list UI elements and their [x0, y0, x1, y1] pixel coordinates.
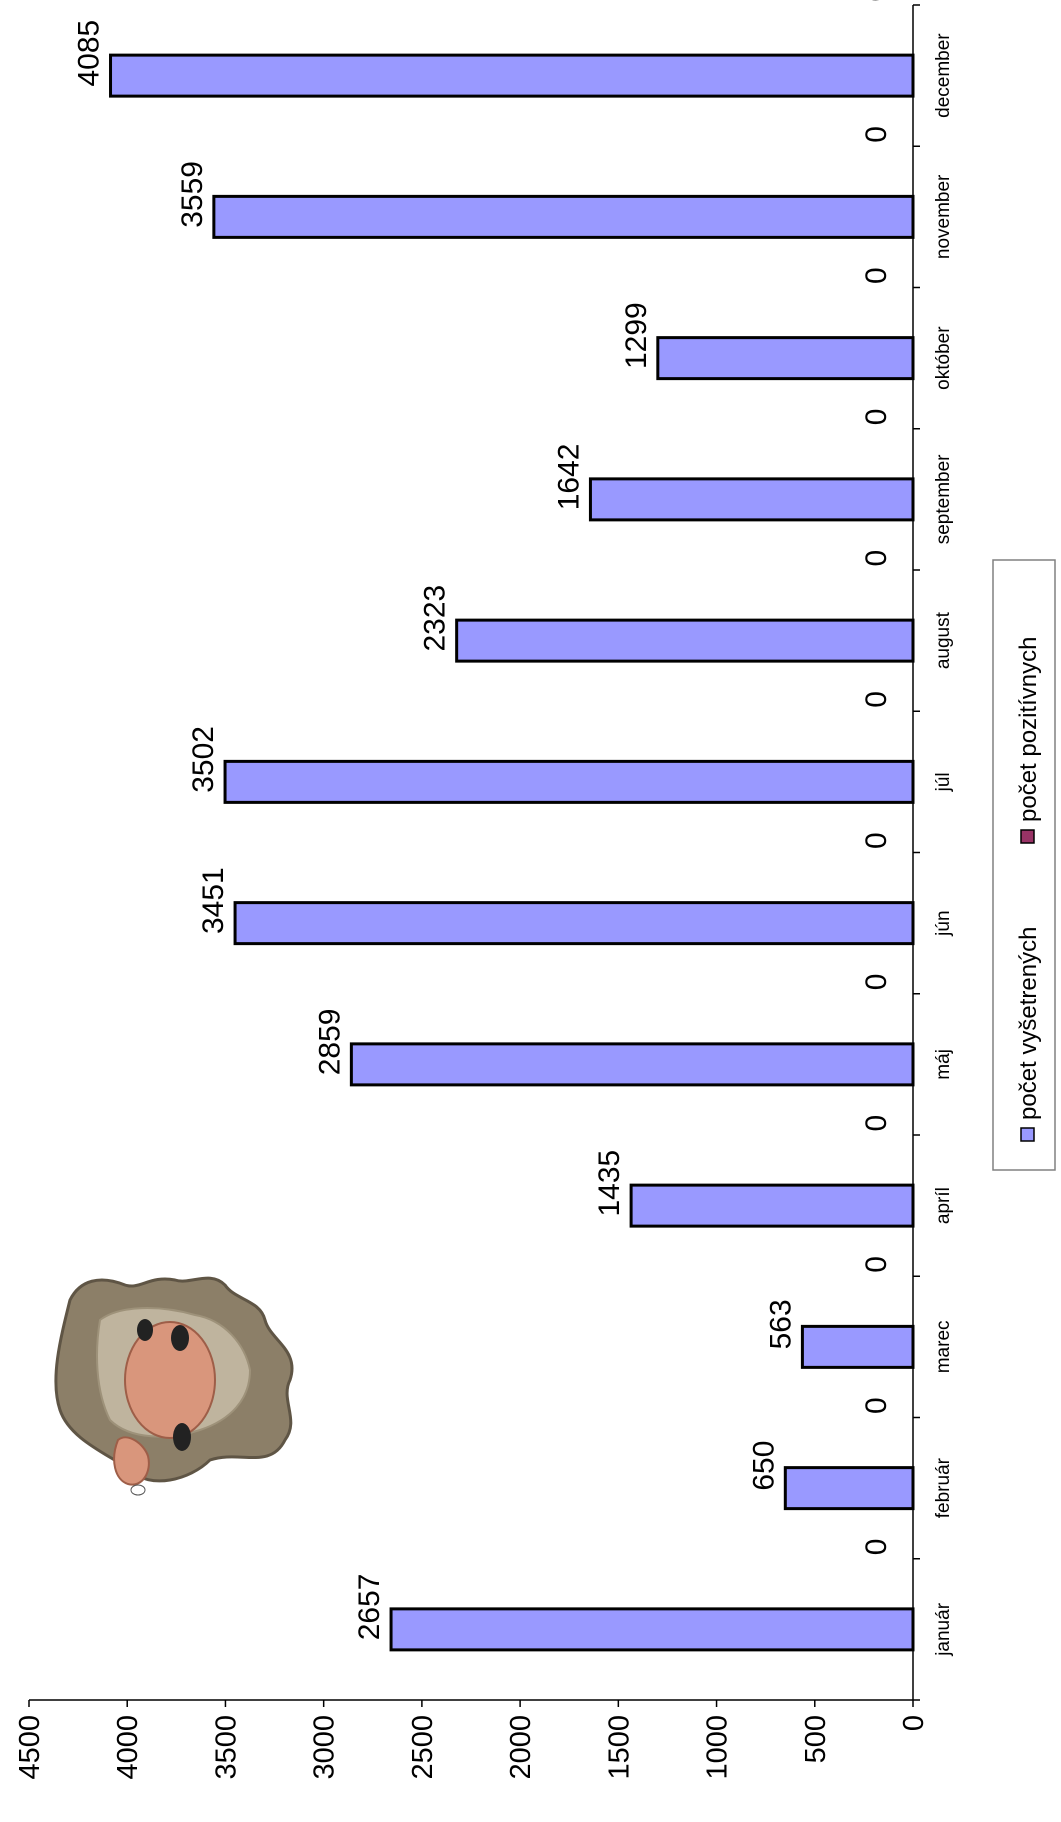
- value-tick-label: 4500: [14, 1715, 46, 1780]
- category-label: september: [933, 454, 954, 544]
- bar-pocet-vysetrenych: [656, 336, 915, 381]
- data-label-pocet-pozitivnych: 0: [860, 409, 893, 426]
- value-tick-label: 3000: [309, 1715, 341, 1780]
- data-label-pocet-vysetrenych: 3451: [197, 867, 230, 934]
- bar-pocet-vysetrenych: [212, 194, 915, 239]
- category-label: august: [933, 611, 954, 669]
- value-tick-label: 2000: [505, 1715, 537, 1780]
- data-label-pocet-pozitivnych: 0: [860, 1397, 893, 1414]
- data-label-pocet-vysetrenych: 2859: [313, 1009, 346, 1076]
- category-label: jún: [933, 910, 954, 936]
- cow-icon: [54, 1276, 294, 1496]
- bar-pocet-vysetrenych: [109, 53, 915, 98]
- bar-pocet-vysetrenych: [349, 1042, 915, 1087]
- value-tick-label: 1500: [603, 1715, 635, 1780]
- bar-pocet-vysetrenych: [233, 901, 915, 946]
- category-label: máj: [933, 1049, 954, 1080]
- category-label: apríl: [933, 1187, 954, 1224]
- data-label-pocet-vysetrenych: 3502: [187, 726, 220, 793]
- bar-pocet-vysetrenych: [223, 759, 915, 804]
- data-label-pocet-pozitivnych: 0: [860, 267, 893, 284]
- value-tick-label: 3500: [210, 1715, 242, 1780]
- data-label-pocet-pozitivnych: 0: [860, 974, 893, 991]
- bar-pocet-vysetrenych: [629, 1183, 915, 1228]
- data-label-pocet-vysetrenych: 1299: [620, 302, 653, 369]
- data-label-pocet-pozitivnych: 0: [860, 126, 893, 143]
- data-label-pocet-pozitivnych: 0: [860, 1115, 893, 1132]
- data-label-pocet-vysetrenych: 4085: [73, 20, 106, 87]
- data-label-pocet-pozitivnych: 0: [860, 1256, 893, 1273]
- data-label-pocet-pozitivnych: 0: [860, 1539, 893, 1556]
- category-label: január: [933, 1602, 954, 1656]
- data-label-pocet-pozitivnych: 0: [860, 550, 893, 567]
- data-label-pocet-pozitivnych: 0: [860, 691, 893, 708]
- bar-pocet-vysetrenych: [783, 1466, 915, 1511]
- value-tick-label: 1000: [702, 1715, 734, 1780]
- category-label: február: [933, 1457, 954, 1518]
- legend-label: počet vyšetrených: [1015, 927, 1042, 1120]
- bar-pocet-vysetrenych: [588, 477, 915, 522]
- value-tick-label: 0: [898, 1715, 930, 1731]
- value-tick-label: 4000: [112, 1715, 144, 1780]
- data-label-pocet-vysetrenych: 1435: [593, 1150, 626, 1217]
- data-label-pocet-vysetrenych: 1642: [552, 444, 585, 511]
- legend-box: [992, 559, 1056, 1171]
- data-label-pocet-pozitivnych: 0: [860, 0, 893, 1]
- value-tick-label: 2500: [407, 1715, 439, 1780]
- category-label: marec: [933, 1320, 954, 1373]
- data-label-pocet-vysetrenych: 650: [747, 1441, 780, 1491]
- data-label-pocet-pozitivnych: 0: [860, 832, 893, 849]
- data-label-pocet-vysetrenych: 2323: [419, 585, 452, 652]
- category-label: október: [933, 326, 954, 390]
- data-label-pocet-vysetrenych: 3559: [176, 161, 209, 228]
- bar-pocet-vysetrenych: [800, 1324, 915, 1369]
- value-tick-label: 500: [800, 1715, 832, 1763]
- bar-pocet-vysetrenych: [455, 618, 915, 663]
- bar-pocet-vysetrenych: [389, 1607, 915, 1652]
- category-label: november: [933, 174, 954, 259]
- legend-swatch: [1020, 829, 1035, 844]
- legend-label: počet pozitívnych: [1015, 637, 1042, 822]
- category-label: júl: [933, 772, 954, 792]
- data-label-pocet-vysetrenych: 2657: [353, 1574, 386, 1641]
- data-label-pocet-vysetrenych: 563: [764, 1299, 797, 1349]
- category-label: december: [933, 33, 954, 118]
- legend-swatch: [1020, 1127, 1035, 1142]
